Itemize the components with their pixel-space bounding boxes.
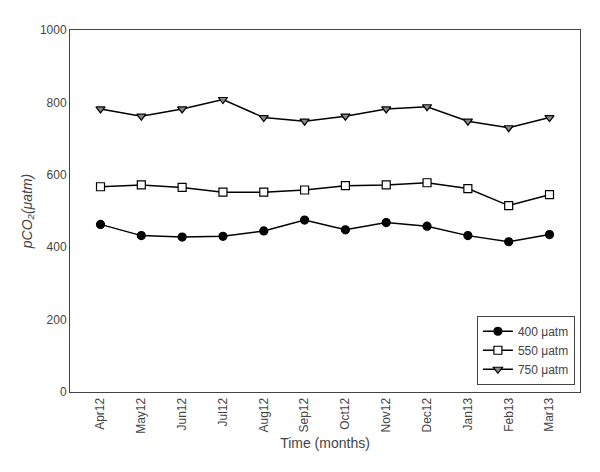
svg-text:Apr12: Apr12 <box>93 397 107 429</box>
svg-text:1000: 1000 <box>40 23 67 37</box>
svg-text:Time (months): Time (months) <box>280 435 370 451</box>
svg-text:Jul12: Jul12 <box>216 397 230 426</box>
svg-text:Feb13: Feb13 <box>502 397 516 431</box>
svg-text:Jan13: Jan13 <box>461 397 475 430</box>
svg-text:0: 0 <box>60 385 67 399</box>
svg-text:Dec12: Dec12 <box>420 397 434 432</box>
svg-text:pCO₂(μatm): pCO₂(μatm) <box>19 174 35 249</box>
svg-text:Mar13: Mar13 <box>542 397 556 431</box>
svg-text:Nov12: Nov12 <box>379 397 393 432</box>
svg-text:200: 200 <box>47 313 67 327</box>
svg-text:Jun12: Jun12 <box>175 397 189 430</box>
svg-text:750 μatm: 750 μatm <box>518 363 568 377</box>
svg-text:Oct12: Oct12 <box>338 397 352 429</box>
svg-text:Sep12: Sep12 <box>297 397 311 432</box>
svg-text:800: 800 <box>47 96 67 110</box>
svg-text:400: 400 <box>47 240 67 254</box>
svg-text:600: 600 <box>47 168 67 182</box>
svg-text:May12: May12 <box>134 397 148 433</box>
svg-text:400 μatm: 400 μatm <box>518 325 568 339</box>
svg-text:Aug12: Aug12 <box>257 397 271 432</box>
svg-text:550 μatm: 550 μatm <box>518 344 568 358</box>
